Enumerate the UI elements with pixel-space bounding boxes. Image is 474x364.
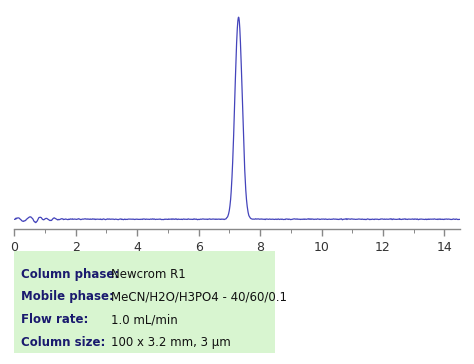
Text: Column phase:: Column phase: — [21, 268, 119, 281]
Text: MeCN/H2O/H3PO4 - 40/60/0.1: MeCN/H2O/H3PO4 - 40/60/0.1 — [111, 290, 287, 304]
Text: Column size:: Column size: — [21, 336, 106, 349]
Text: Newcrom R1: Newcrom R1 — [111, 268, 186, 281]
Text: 1.0 mL/min: 1.0 mL/min — [111, 313, 178, 327]
Text: Flow rate:: Flow rate: — [21, 313, 89, 327]
Text: 100 x 3.2 mm, 3 μm: 100 x 3.2 mm, 3 μm — [111, 336, 231, 349]
Text: Mobile phase:: Mobile phase: — [21, 290, 114, 304]
